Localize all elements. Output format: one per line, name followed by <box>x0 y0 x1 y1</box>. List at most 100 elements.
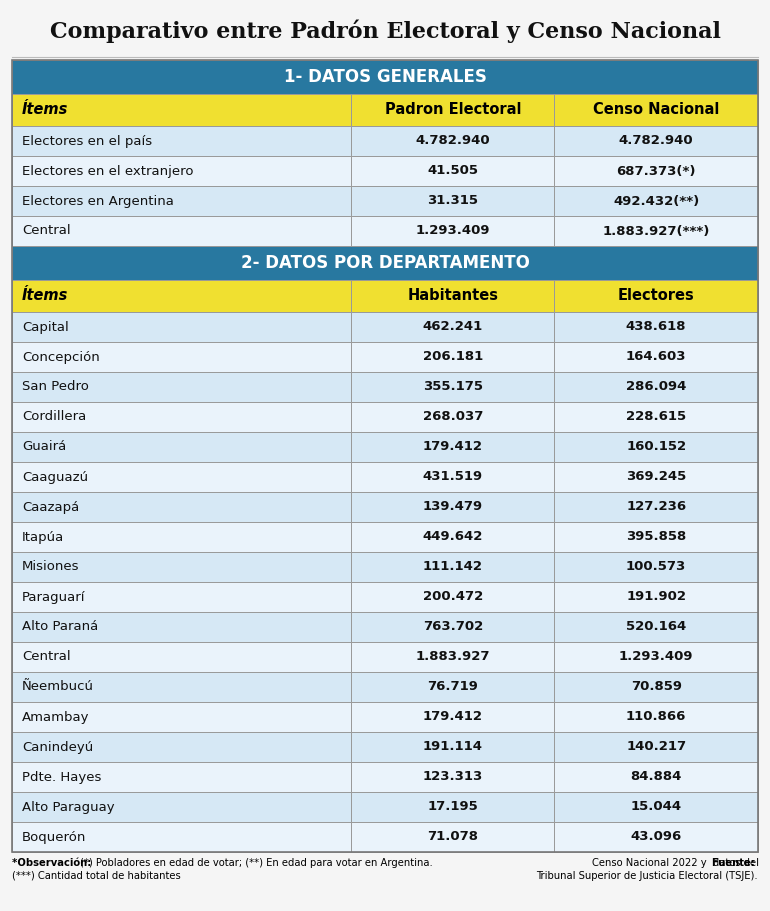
Text: Caazapá: Caazapá <box>22 500 79 514</box>
Text: 1- DATOS GENERALES: 1- DATOS GENERALES <box>283 68 487 86</box>
Text: 438.618: 438.618 <box>626 321 686 333</box>
Text: 228.615: 228.615 <box>626 411 686 424</box>
Bar <box>351 372 554 402</box>
Bar <box>554 342 758 372</box>
Text: Fuente:: Fuente: <box>711 858 758 868</box>
Text: Pdte. Hayes: Pdte. Hayes <box>22 771 102 783</box>
Text: 206.181: 206.181 <box>423 351 483 363</box>
Text: Electores en el país: Electores en el país <box>22 135 152 148</box>
Text: *Observación:: *Observación: <box>12 858 95 868</box>
Bar <box>351 762 554 792</box>
Bar <box>12 280 351 312</box>
Bar <box>12 156 351 186</box>
Text: 462.241: 462.241 <box>423 321 483 333</box>
Text: 110.866: 110.866 <box>626 711 686 723</box>
Bar <box>351 186 554 216</box>
Bar <box>554 372 758 402</box>
Bar <box>12 642 351 672</box>
Text: 520.164: 520.164 <box>626 620 686 633</box>
Bar <box>351 522 554 552</box>
Text: 4.782.940: 4.782.940 <box>619 135 694 148</box>
Bar <box>554 186 758 216</box>
Bar <box>12 552 351 582</box>
Bar <box>554 552 758 582</box>
Text: 139.479: 139.479 <box>423 500 483 514</box>
Bar <box>12 342 351 372</box>
Text: Electores en el extranjero: Electores en el extranjero <box>22 165 193 178</box>
Text: Padron Electoral: Padron Electoral <box>385 103 521 118</box>
Bar <box>12 522 351 552</box>
Bar <box>351 342 554 372</box>
Bar <box>351 432 554 462</box>
Text: 140.217: 140.217 <box>626 741 686 753</box>
Text: Electores: Electores <box>618 289 695 303</box>
Bar <box>351 492 554 522</box>
Bar <box>12 402 351 432</box>
Text: Canindeyú: Canindeyú <box>22 741 93 753</box>
Bar <box>351 702 554 732</box>
Bar <box>351 126 554 156</box>
Text: 191.114: 191.114 <box>423 741 483 753</box>
Bar <box>554 612 758 642</box>
Text: 431.519: 431.519 <box>423 470 483 484</box>
Text: 84.884: 84.884 <box>631 771 682 783</box>
Text: Concepción: Concepción <box>22 351 100 363</box>
Text: Central: Central <box>22 650 71 663</box>
Text: 100.573: 100.573 <box>626 560 686 574</box>
Text: Capital: Capital <box>22 321 69 333</box>
Bar <box>12 186 351 216</box>
Text: (*) Pobladores en edad de votar; (**) En edad para votar en Argentina.: (*) Pobladores en edad de votar; (**) En… <box>80 858 433 868</box>
Text: 200.472: 200.472 <box>423 590 483 603</box>
Text: Alto Paraná: Alto Paraná <box>22 620 99 633</box>
Text: 1.293.409: 1.293.409 <box>416 224 490 238</box>
Bar <box>12 246 758 280</box>
Bar <box>12 672 351 702</box>
Text: Caaguazú: Caaguazú <box>22 470 88 484</box>
Text: Central: Central <box>22 224 71 238</box>
Bar <box>554 522 758 552</box>
Text: Alto Paraguay: Alto Paraguay <box>22 801 115 814</box>
Text: Censo Nacional: Censo Nacional <box>593 103 719 118</box>
Text: 123.313: 123.313 <box>423 771 483 783</box>
Text: Cordillera: Cordillera <box>22 411 86 424</box>
Text: Paraguarí: Paraguarí <box>22 590 85 603</box>
Text: Misiones: Misiones <box>22 560 79 574</box>
Bar <box>12 216 351 246</box>
Bar <box>12 492 351 522</box>
Bar <box>554 126 758 156</box>
Text: 179.412: 179.412 <box>423 441 483 454</box>
Bar <box>351 280 554 312</box>
Bar <box>554 156 758 186</box>
Bar <box>554 672 758 702</box>
Bar <box>12 462 351 492</box>
Text: 763.702: 763.702 <box>423 620 483 633</box>
Text: Tribunal Superior de Justicia Electoral (TSJE).: Tribunal Superior de Justicia Electoral … <box>537 871 758 881</box>
Text: 2- DATOS POR DEPARTAMENTO: 2- DATOS POR DEPARTAMENTO <box>240 254 530 272</box>
Bar <box>554 762 758 792</box>
Bar <box>351 672 554 702</box>
Bar <box>351 462 554 492</box>
Bar <box>12 582 351 612</box>
Bar <box>554 702 758 732</box>
Text: 164.603: 164.603 <box>626 351 686 363</box>
Text: Amambay: Amambay <box>22 711 89 723</box>
Bar <box>12 126 351 156</box>
Bar <box>351 582 554 612</box>
Bar <box>12 732 351 762</box>
Bar <box>12 60 758 852</box>
Text: 71.078: 71.078 <box>427 831 478 844</box>
Text: 268.037: 268.037 <box>423 411 483 424</box>
Bar <box>12 312 351 342</box>
Text: 76.719: 76.719 <box>427 681 478 693</box>
Bar <box>554 582 758 612</box>
Bar <box>351 94 554 126</box>
Text: 4.782.940: 4.782.940 <box>416 135 490 148</box>
Bar <box>554 642 758 672</box>
Text: Habitantes: Habitantes <box>407 289 498 303</box>
Bar <box>12 94 351 126</box>
Bar <box>554 732 758 762</box>
Bar <box>351 642 554 672</box>
Text: 31.315: 31.315 <box>427 195 478 208</box>
Bar <box>12 432 351 462</box>
Text: Censo Nacional 2022 y  datos del: Censo Nacional 2022 y datos del <box>592 858 759 868</box>
